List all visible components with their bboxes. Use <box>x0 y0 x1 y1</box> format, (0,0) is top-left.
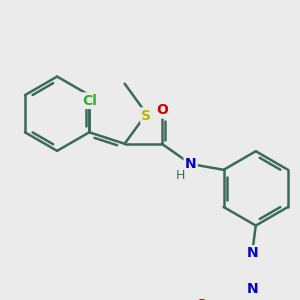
Text: N: N <box>246 246 258 260</box>
Text: N: N <box>246 282 258 296</box>
Text: N: N <box>185 157 197 171</box>
Text: S: S <box>142 109 152 123</box>
Text: Cl: Cl <box>82 94 97 108</box>
Text: O: O <box>195 298 207 300</box>
Text: O: O <box>156 103 168 117</box>
Text: H: H <box>176 169 185 182</box>
